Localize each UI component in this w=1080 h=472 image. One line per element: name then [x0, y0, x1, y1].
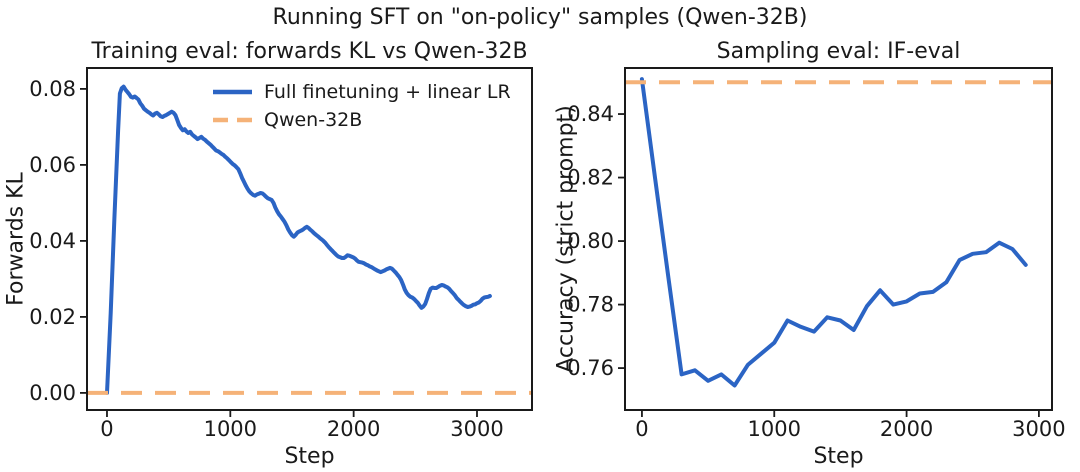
y-tick-label: 0.06: [29, 153, 76, 177]
y-tick-label: 0.02: [29, 305, 76, 329]
x-tick-label: 2000: [880, 417, 933, 441]
subplot-training-eval: 0 1000 2000 3000 0.00 0.02 0.04 0.06 0.08 Trainin…: [4, 39, 533, 469]
legend: Full finetuning + linear LR Qwen-32B: [213, 81, 511, 131]
y-tick-label: 0.82: [567, 166, 614, 190]
x-axis-label: Step: [284, 444, 334, 469]
y-axis-label: Accuracy (strict prompt): [554, 105, 579, 373]
series-line-sampling: [639, 77, 1028, 388]
figure-title: Running SFT on "on-policy" samples (Qwen…: [272, 5, 808, 30]
legend-label: Qwen-32B: [264, 109, 362, 131]
y-tick-label: 0.00: [29, 381, 76, 405]
subplot-sampling-eval: 0 1000 2000 3000 0.76 0.78 0.80 0.82 0.84 Samplin…: [554, 39, 1066, 469]
x-tick-label: 0: [635, 417, 648, 441]
x-axis-label: Step: [813, 444, 863, 469]
subplot-title: Training eval: forwards KL vs Qwen-32B: [90, 39, 527, 64]
y-tick-label: 0.84: [567, 102, 614, 126]
y-tick-label: 0.78: [567, 293, 614, 317]
series-line-training: [105, 84, 492, 395]
y-tick-label: 0.76: [567, 356, 614, 380]
y-axis-label: Forwards KL: [4, 171, 29, 305]
x-tick-label: 1000: [204, 417, 257, 441]
y-tick-label: 0.08: [29, 77, 76, 101]
y-tick-label: 0.80: [567, 229, 614, 253]
axes-frame: [624, 67, 1053, 411]
x-tick-label: 0: [100, 417, 113, 441]
axes-frame: [86, 67, 533, 411]
subplot-title: Sampling eval: IF-eval: [717, 39, 961, 64]
x-tick-label: 1000: [748, 417, 801, 441]
y-tick-label: 0.04: [29, 229, 76, 253]
x-tick-label: 2000: [327, 417, 380, 441]
x-tick-label: 3000: [450, 417, 503, 441]
legend-label: Full finetuning + linear LR: [264, 81, 511, 103]
x-tick-label: 3000: [1012, 417, 1065, 441]
